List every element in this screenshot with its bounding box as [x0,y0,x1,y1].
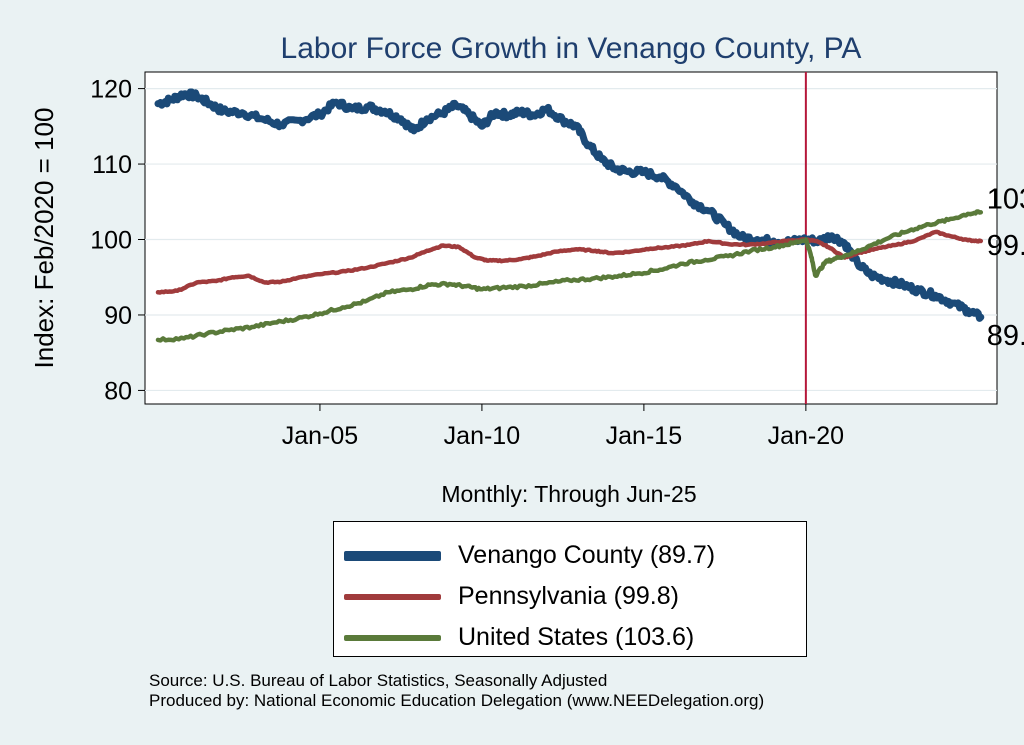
x-tick-label: Jan-15 [606,422,682,450]
legend-swatch [344,550,441,561]
end-labels: 89.7 99.8 103.6 [987,183,1024,352]
y-tick-label: 100 [90,227,132,255]
legend-item-venango-county: Venango County (89.7) [334,535,806,576]
series-line-united-states [155,209,984,343]
source-note: Source: U.S. Bureau of Labor Statistics,… [149,671,764,711]
end-label-united-states: 103.6 [987,183,1024,215]
legend-label: United States (103.6) [458,623,695,651]
producer-line: Produced by: National Economic Education… [149,691,765,710]
x-tick-label: Jan-05 [282,422,358,450]
legend-label: Pennsylvania (99.8) [458,582,679,610]
legend-label: Venango County (89.7) [458,541,716,569]
y-tick-label: 120 [90,76,132,104]
x-tick-label: Jan-10 [444,422,520,450]
legend: Venango County (89.7) Pennsylvania (99.8)… [333,521,807,657]
end-label-pennsylvania: 99.8 [987,230,1024,262]
end-label-venango-county: 89.7 [987,320,1024,352]
chart-title: Labor Force Growth in Venango County, PA [281,32,862,65]
series-group [154,88,985,343]
gridlines [145,87,997,392]
y-tick-label: 90 [104,302,132,330]
series-line-venango-county [154,88,985,322]
x-axis-title: Monthly: Through Jun-25 [441,481,696,507]
legend-swatch [344,634,441,641]
y-tick-label: 80 [104,377,132,405]
source-line: Source: U.S. Bureau of Labor Statistics,… [149,671,608,690]
legend-item-united-states: United States (103.6) [334,617,806,658]
legend-item-pennsylvania: Pennsylvania (99.8) [334,576,806,617]
y-axis-title: Index: Feb/2020 = 100 [29,108,59,369]
x-tick-label: Jan-20 [768,422,844,450]
x-axis: Jan-05 Jan-10 Jan-15 Jan-20 [282,404,844,450]
y-axis: 80 90 100 110 120 [90,76,145,405]
y-tick-label: 110 [92,151,132,179]
legend-swatch [344,593,441,600]
